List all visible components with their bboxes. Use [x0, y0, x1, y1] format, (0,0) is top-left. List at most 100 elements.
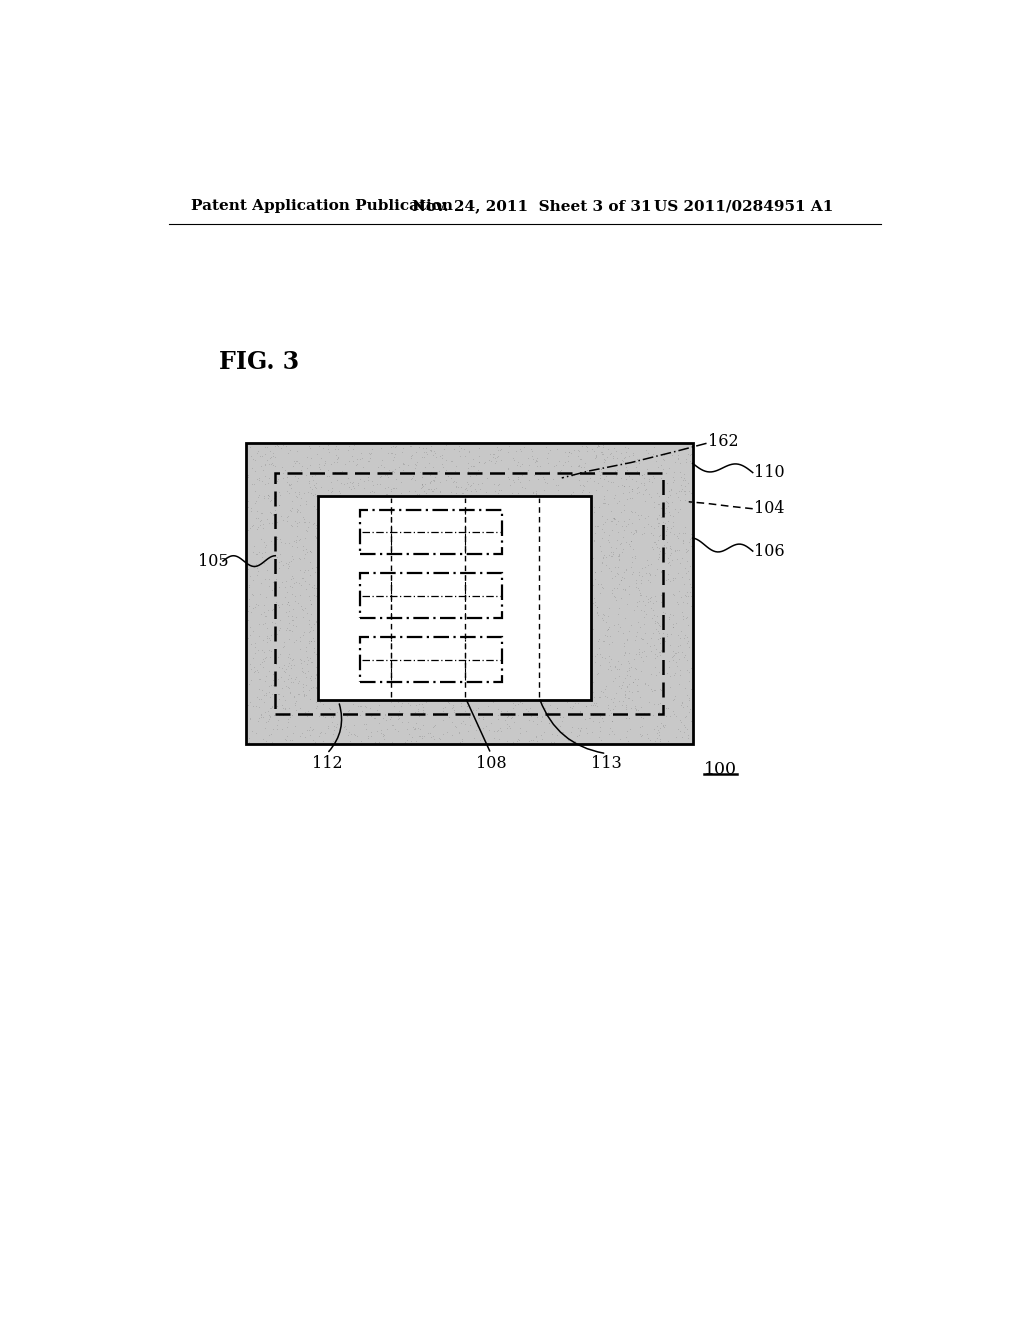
Point	[260, 486, 276, 507]
Point	[606, 508, 623, 529]
Point	[438, 449, 455, 470]
Point	[646, 694, 663, 715]
Point	[262, 705, 279, 726]
Point	[600, 634, 616, 655]
Point	[680, 614, 696, 635]
Point	[431, 461, 447, 482]
Point	[306, 477, 323, 498]
Point	[242, 616, 258, 638]
Point	[499, 714, 515, 735]
Point	[248, 507, 264, 528]
Point	[648, 638, 665, 659]
Point	[294, 624, 310, 645]
Point	[662, 480, 678, 502]
Point	[255, 517, 271, 539]
Point	[289, 498, 305, 519]
Point	[296, 598, 312, 619]
Point	[628, 697, 644, 718]
Point	[645, 467, 662, 488]
Point	[434, 697, 451, 718]
Point	[614, 694, 631, 715]
Point	[333, 473, 349, 494]
Point	[510, 693, 526, 714]
Point	[616, 579, 633, 601]
Point	[652, 540, 669, 561]
Point	[298, 640, 314, 661]
Point	[413, 478, 429, 499]
Point	[245, 620, 261, 642]
Point	[265, 444, 282, 465]
Point	[604, 543, 621, 564]
Point	[595, 610, 611, 631]
Point	[523, 438, 540, 459]
Point	[311, 722, 328, 743]
Point	[623, 697, 639, 718]
Point	[653, 680, 670, 701]
Point	[240, 466, 256, 487]
Point	[631, 453, 647, 474]
Point	[246, 535, 262, 556]
Point	[552, 706, 568, 727]
Point	[660, 569, 677, 590]
Point	[280, 442, 296, 463]
Point	[376, 729, 392, 750]
Point	[422, 722, 438, 743]
Point	[666, 462, 682, 483]
Point	[426, 715, 442, 737]
Point	[486, 727, 503, 748]
Point	[291, 529, 307, 550]
Point	[650, 512, 667, 533]
Point	[682, 445, 698, 466]
Point	[607, 586, 624, 607]
Point	[628, 630, 644, 651]
Point	[271, 482, 288, 503]
Point	[375, 708, 391, 729]
Point	[309, 561, 326, 582]
Point	[261, 676, 278, 697]
Point	[677, 644, 693, 665]
Point	[308, 557, 325, 578]
Point	[617, 558, 634, 579]
Point	[594, 552, 610, 573]
Point	[339, 473, 355, 494]
Point	[465, 447, 481, 469]
Point	[482, 713, 499, 734]
Point	[380, 459, 396, 480]
Point	[409, 451, 425, 473]
Point	[411, 484, 427, 506]
Point	[490, 708, 507, 729]
Point	[261, 705, 278, 726]
Point	[584, 722, 600, 743]
Point	[668, 482, 684, 503]
Point	[510, 466, 526, 487]
Point	[512, 455, 528, 477]
Point	[596, 545, 612, 566]
Point	[627, 523, 643, 544]
Point	[665, 512, 681, 533]
Point	[252, 653, 268, 675]
Point	[620, 463, 636, 484]
Point	[441, 706, 458, 727]
Point	[665, 616, 681, 638]
Point	[384, 714, 400, 735]
Bar	[360, 638, 503, 682]
Point	[654, 676, 671, 697]
Point	[258, 549, 274, 570]
Point	[296, 508, 312, 529]
Point	[284, 515, 300, 536]
Point	[636, 474, 652, 495]
Point	[520, 447, 537, 469]
Point	[286, 648, 302, 669]
Point	[298, 491, 314, 512]
Point	[603, 442, 620, 463]
Point	[404, 726, 421, 747]
Point	[253, 455, 269, 477]
Point	[603, 471, 620, 492]
Point	[261, 725, 278, 746]
Point	[302, 631, 318, 652]
Point	[602, 700, 618, 721]
Point	[637, 594, 653, 615]
Point	[626, 648, 642, 669]
Point	[667, 541, 683, 562]
Point	[301, 719, 317, 741]
